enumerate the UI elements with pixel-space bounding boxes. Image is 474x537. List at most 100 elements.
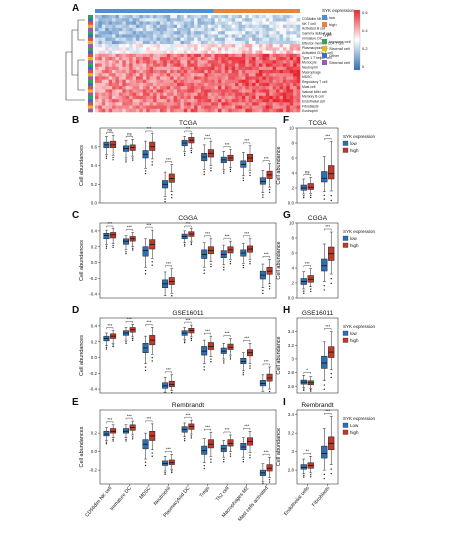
box-high	[266, 464, 273, 472]
heatmap-cell	[173, 24, 178, 29]
heatmap-cell	[95, 89, 99, 93]
outlier-point	[223, 362, 225, 364]
heatmap-cell	[129, 50, 133, 55]
heatmap-cell	[95, 82, 99, 87]
heatmap-cell	[146, 34, 150, 38]
heatmap-cell	[194, 73, 198, 77]
heatmap-cell	[211, 95, 215, 100]
heatmap-cell	[194, 99, 198, 103]
heatmap-cell	[108, 50, 113, 55]
heatmap-cell	[139, 53, 144, 58]
heatmap-cell	[190, 31, 195, 35]
heatmap-cell	[279, 57, 284, 61]
type-annotation-cell	[88, 86, 93, 90]
type-annotation-cell	[88, 79, 93, 84]
outlier-point	[144, 366, 147, 368]
heatmap-cell	[142, 15, 147, 19]
significance-bracket	[262, 453, 270, 456]
colorbar-tick-label: 0.6	[362, 10, 368, 15]
heatmap-cell	[279, 44, 284, 48]
heatmap-cell	[282, 66, 287, 71]
heatmap-cell	[293, 34, 297, 38]
heatmap-cell	[289, 95, 294, 100]
type-annotation-cell	[88, 21, 93, 25]
heatmap-cell	[180, 86, 185, 90]
heatmap-cell	[187, 37, 191, 42]
heatmap-cell	[231, 21, 236, 25]
significance-label: ns	[305, 170, 309, 175]
heatmap-cell	[183, 50, 188, 55]
box-low	[321, 355, 328, 369]
heatmap-cell	[286, 15, 291, 19]
heatmap-cell	[224, 89, 229, 93]
heatmap-cell	[101, 40, 106, 45]
outlier-point	[151, 261, 153, 263]
outlier-point	[330, 472, 332, 475]
heatmap-cell	[159, 66, 164, 71]
heatmap-cell	[95, 66, 99, 71]
heatmap-cell	[241, 66, 246, 71]
heatmap-cell	[207, 82, 212, 87]
heatmap-cell	[296, 57, 301, 61]
type-annotation-cell	[88, 18, 93, 22]
heatmap-cell	[149, 37, 154, 42]
heatmap-cell	[293, 82, 297, 87]
heatmap-cell	[197, 108, 202, 113]
heatmap-cell	[149, 44, 154, 48]
heatmap-cell	[125, 40, 130, 45]
heatmap-cell	[156, 21, 161, 25]
heatmap-cell	[183, 24, 188, 29]
heatmap-cell	[101, 44, 106, 48]
heatmap-cell	[296, 89, 301, 93]
heatmap-cell	[159, 79, 164, 84]
heatmap-cell	[98, 66, 103, 71]
outlier-point	[112, 246, 114, 249]
heatmap-cell	[197, 66, 202, 71]
heatmap-cell	[122, 27, 127, 32]
heatmap-cell	[228, 95, 232, 100]
heatmap-cell	[238, 99, 243, 103]
heatmap-cell	[197, 82, 202, 87]
heatmap-cell	[187, 34, 191, 38]
heatmap-cell	[197, 86, 202, 90]
heatmap-cell	[200, 63, 205, 68]
heatmap-cell	[269, 95, 273, 100]
heatmap-cell	[282, 105, 287, 110]
heatmap-cell	[112, 79, 116, 84]
heatmap-cell	[163, 69, 168, 74]
heatmap-cell	[156, 105, 161, 110]
significance-label: ***	[186, 126, 191, 131]
heatmap-cell	[129, 86, 133, 90]
heatmap-cell	[231, 34, 236, 38]
heatmap-cell	[200, 24, 205, 29]
heatmap-cell	[245, 63, 250, 68]
outlier-point	[210, 265, 212, 268]
heatmap-cell	[265, 63, 270, 68]
heatmap-cell	[194, 53, 198, 58]
heatmap-cell	[245, 21, 250, 25]
heatmap-cell	[183, 108, 188, 113]
heatmap-cell	[153, 89, 157, 93]
heatmap-cell	[276, 15, 280, 19]
outlier-point	[203, 269, 205, 271]
heatmap-cell	[194, 66, 198, 71]
heatmap-cell	[272, 76, 277, 80]
heatmap-cell	[228, 86, 232, 90]
heatmap-cell	[170, 76, 174, 80]
heatmap-cell	[156, 89, 161, 93]
panel-letter-D: D	[72, 305, 79, 316]
heatmap-cell	[122, 102, 127, 106]
heatmap-cell	[276, 60, 280, 64]
outlier-point	[242, 266, 245, 269]
heatmap-cell	[262, 24, 267, 29]
heatmap-cell	[159, 92, 164, 97]
outlier-point	[262, 292, 264, 294]
heatmap-cell	[238, 47, 243, 51]
plot-frame	[99, 127, 277, 204]
heatmap-cell	[241, 99, 246, 103]
heatmap-cell	[296, 18, 301, 22]
heatmap-cell	[125, 99, 130, 103]
heatmap-cell	[170, 50, 174, 55]
heatmap-cell	[112, 76, 116, 80]
